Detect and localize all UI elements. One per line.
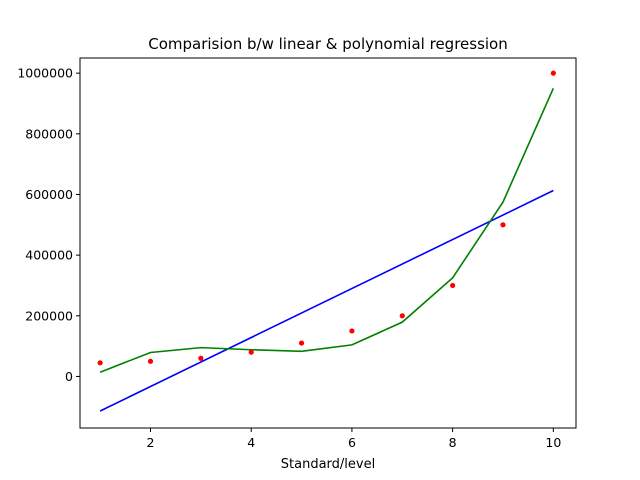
y-axis-ticks: 0 200000 400000 600000 800000 1000000 — [17, 66, 80, 384]
data-point — [97, 360, 103, 366]
y-tick-label: 600000 — [25, 187, 73, 202]
x-axis-label: Standard/level — [281, 457, 375, 472]
data-point — [349, 328, 355, 334]
y-tick-label: 800000 — [25, 126, 73, 141]
x-axis-ticks: 2 4 6 8 10 — [147, 428, 561, 450]
series-2-line — [99, 88, 555, 373]
plot-lines — [99, 88, 555, 412]
series-1-line — [99, 189, 554, 412]
data-point — [147, 358, 154, 364]
x-tick-label: 2 — [147, 435, 155, 450]
x-tick-label: 8 — [449, 435, 457, 450]
chart-title: Comparision b/w linear & polynomial regr… — [148, 35, 508, 53]
x-tick-label: 10 — [545, 435, 561, 450]
data-point — [298, 340, 305, 346]
plot-points — [97, 70, 556, 366]
x-tick-label: 4 — [247, 435, 255, 450]
data-point — [550, 70, 556, 76]
data-point — [399, 313, 405, 319]
plot-frame — [79, 57, 577, 429]
data-point — [450, 282, 456, 289]
data-point — [248, 349, 254, 355]
y-tick-label: 0 — [65, 369, 73, 384]
data-point — [198, 355, 204, 361]
x-tick-label: 6 — [348, 435, 356, 450]
data-point — [500, 222, 506, 228]
y-tick-label: 400000 — [25, 248, 73, 263]
y-tick-label: 200000 — [25, 308, 73, 323]
y-tick-label: 1000000 — [17, 66, 73, 81]
